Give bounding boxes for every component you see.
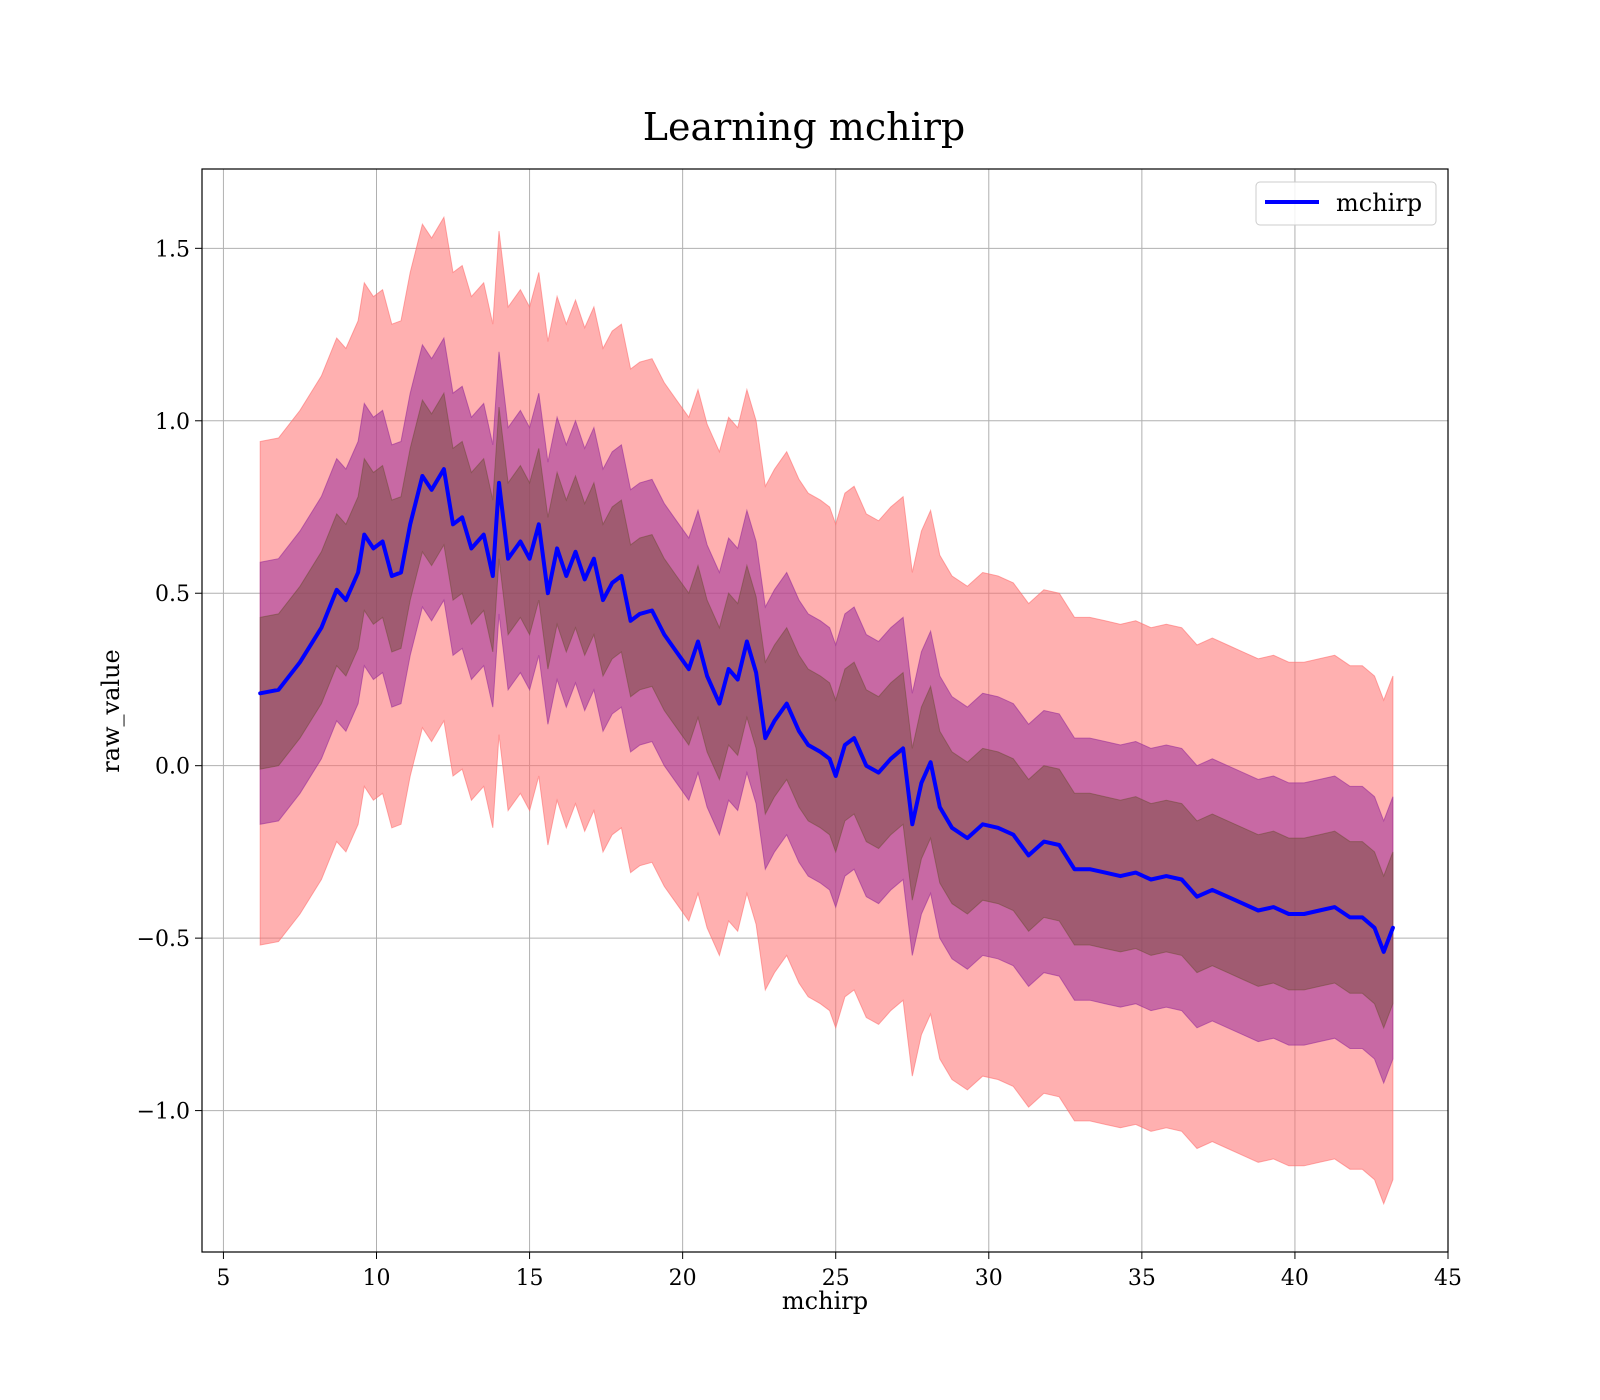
series-lines	[258, 467, 1395, 954]
y-tick-label: 0.5	[155, 582, 190, 607]
x-tick-label: 20	[669, 1266, 697, 1291]
middle-band	[259, 336, 1394, 1085]
y-axis: 1.5 1.0 0.5 0.0 −0.5 −1.0	[137, 237, 202, 1125]
x-tick-label: 15	[516, 1266, 544, 1291]
plot-frame	[201, 168, 1449, 1253]
x-tick-label: 5	[216, 1266, 230, 1291]
y-tick-label: −1.0	[137, 1100, 190, 1125]
y-tick-label: 1.5	[155, 237, 190, 262]
legend-label: mchirp	[1336, 189, 1422, 217]
x-tick-label: 45	[1434, 1266, 1462, 1291]
legend-box	[1255, 181, 1437, 226]
series-line-mchirp	[258, 467, 1395, 954]
y-tick-label: −0.5	[137, 927, 190, 952]
x-tick-label: 35	[1128, 1266, 1156, 1291]
x-tick-label: 40	[1281, 1266, 1309, 1291]
x-tick-label: 25	[822, 1266, 850, 1291]
legend: mchirp	[1255, 181, 1437, 226]
y-axis-label: raw_value	[97, 649, 125, 773]
confidence-bands	[259, 215, 1394, 1206]
chart-title: Learning mchirp	[643, 105, 965, 149]
x-tick-label: 10	[363, 1266, 391, 1291]
x-axis-label: mchirp	[782, 1287, 868, 1315]
x-tick-label: 30	[975, 1266, 1003, 1291]
x-axis: 5 10 15 20 25 30 35 40 45	[216, 1252, 1462, 1291]
y-tick-label: 0.0	[155, 755, 190, 780]
y-tick-label: 1.0	[155, 410, 190, 435]
